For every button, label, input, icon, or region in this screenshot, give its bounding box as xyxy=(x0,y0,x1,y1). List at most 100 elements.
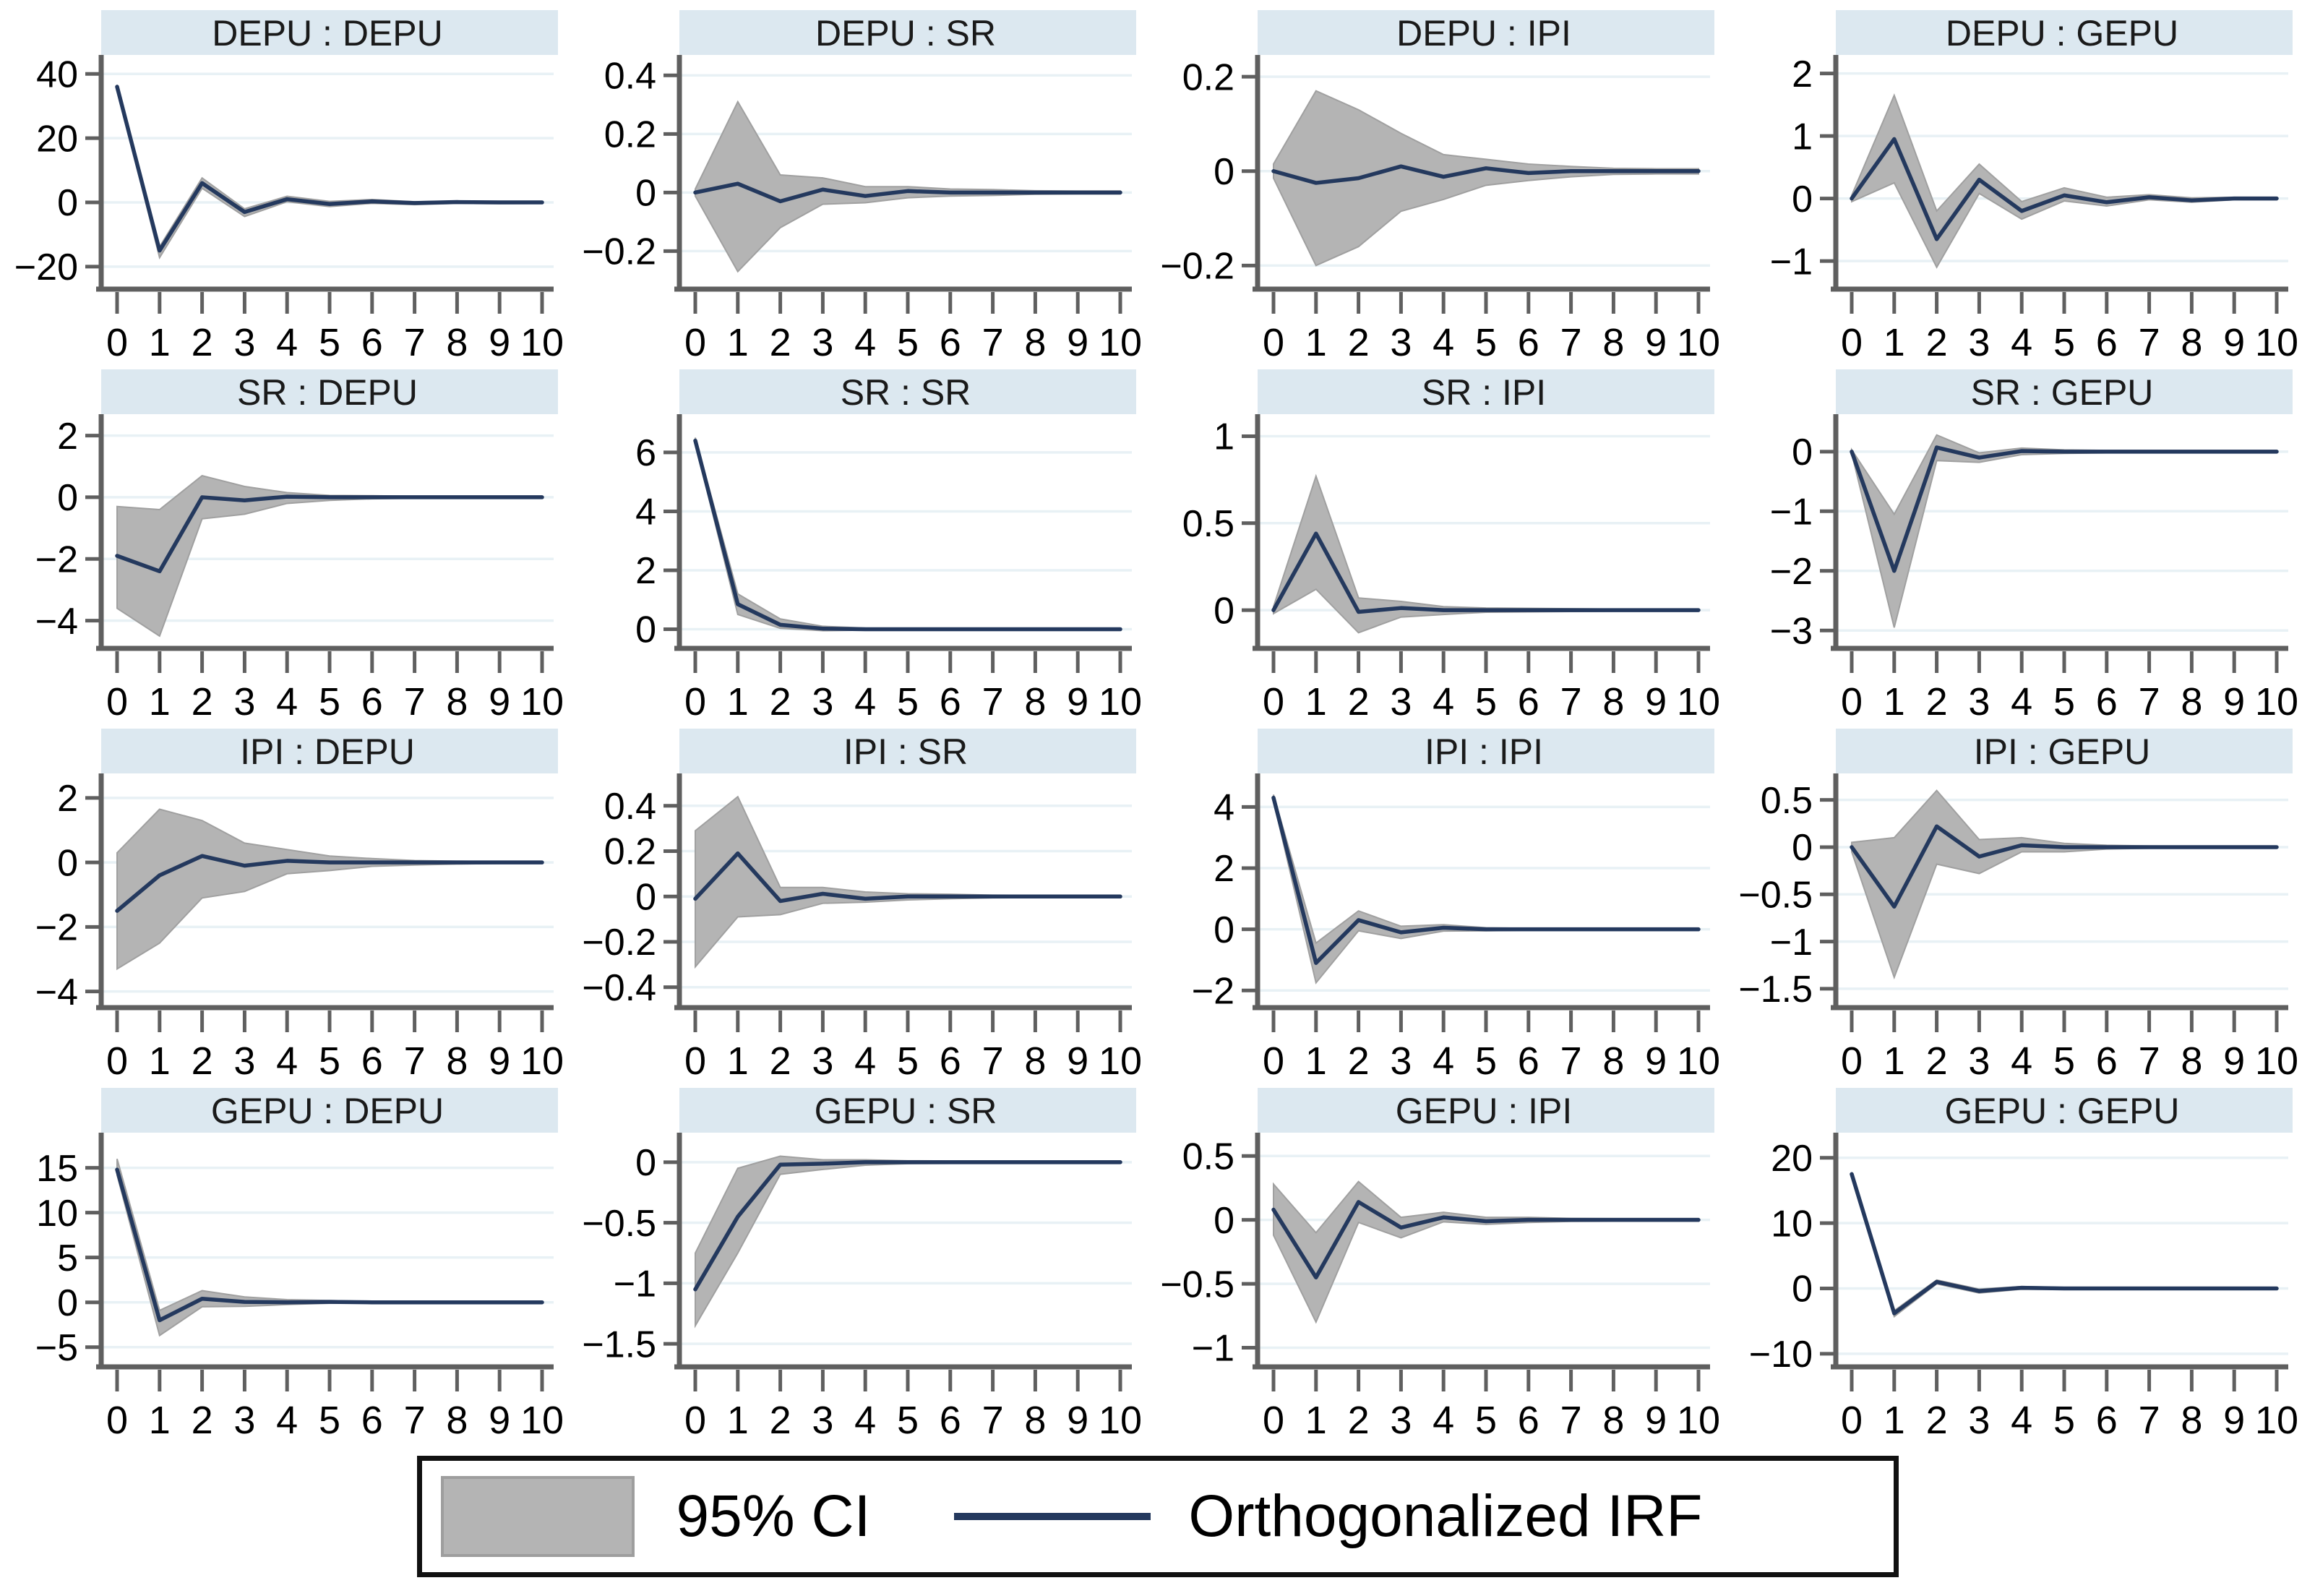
irf-legend-label: Orthogonalized IRF xyxy=(1188,1483,1703,1549)
svg-text:7: 7 xyxy=(1560,321,1582,359)
svg-text:−4: −4 xyxy=(35,601,78,643)
svg-text:3: 3 xyxy=(812,321,833,359)
svg-text:IPI : IPI: IPI : IPI xyxy=(1425,732,1543,772)
svg-text:7: 7 xyxy=(1560,1039,1582,1078)
svg-text:4: 4 xyxy=(2011,680,2032,718)
svg-text:7: 7 xyxy=(404,680,426,718)
svg-text:1: 1 xyxy=(727,1039,749,1078)
svg-text:−0.4: −0.4 xyxy=(582,967,656,1009)
svg-text:−5: −5 xyxy=(35,1327,78,1369)
svg-text:9: 9 xyxy=(2223,1039,2245,1078)
svg-text:2: 2 xyxy=(1926,1039,1948,1078)
svg-text:IPI : DEPU: IPI : DEPU xyxy=(240,732,415,772)
svg-text:1: 1 xyxy=(1305,1399,1327,1437)
svg-text:0: 0 xyxy=(106,321,128,359)
svg-text:6: 6 xyxy=(1518,1039,1539,1078)
svg-text:6: 6 xyxy=(361,680,383,718)
irf-line-sample xyxy=(954,1513,1151,1520)
svg-text:9: 9 xyxy=(2223,680,2245,718)
svg-text:8: 8 xyxy=(1602,321,1624,359)
irf-panel-ipi-depu: −4 −2 0 2 0 1 2 3 4 5 6 7 8 9 10 IPI : DEPU xyxy=(0,718,578,1078)
svg-text:−1: −1 xyxy=(1770,492,1813,533)
svg-text:1: 1 xyxy=(1884,321,1905,359)
svg-text:0.4: 0.4 xyxy=(604,786,656,828)
svg-text:2: 2 xyxy=(770,680,791,718)
svg-text:2: 2 xyxy=(192,1039,213,1078)
svg-text:3: 3 xyxy=(233,1039,255,1078)
svg-text:−1: −1 xyxy=(1192,1328,1234,1370)
svg-text:4: 4 xyxy=(276,680,298,718)
svg-text:3: 3 xyxy=(1390,1399,1412,1437)
svg-text:−20: −20 xyxy=(14,246,78,288)
svg-text:3: 3 xyxy=(1390,680,1412,718)
svg-text:2: 2 xyxy=(770,1399,791,1437)
svg-text:5: 5 xyxy=(319,1039,340,1078)
svg-text:5: 5 xyxy=(897,1039,919,1078)
svg-text:8: 8 xyxy=(1602,1399,1624,1437)
svg-text:6: 6 xyxy=(2096,680,2118,718)
svg-text:8: 8 xyxy=(2181,1399,2202,1437)
svg-text:2: 2 xyxy=(1348,680,1370,718)
svg-text:6: 6 xyxy=(1518,680,1539,718)
svg-text:7: 7 xyxy=(1560,1399,1582,1437)
svg-text:6: 6 xyxy=(2096,321,2118,359)
irf-panel-ipi-ipi: −2 0 2 4 0 1 2 3 4 5 6 7 8 9 10 IPI : IPI xyxy=(1156,718,1735,1078)
svg-text:1: 1 xyxy=(149,1399,171,1437)
svg-text:6: 6 xyxy=(361,321,383,359)
svg-text:8: 8 xyxy=(446,321,468,359)
irf-panel-gepu-depu: −5 0 5 10 15 0 1 2 3 4 5 6 7 8 9 10 GEPU : DEPU xyxy=(0,1078,578,1437)
svg-text:0: 0 xyxy=(1841,1039,1863,1078)
svg-text:1: 1 xyxy=(1884,1039,1905,1078)
svg-text:3: 3 xyxy=(1390,1039,1412,1078)
svg-text:−0.2: −0.2 xyxy=(582,231,656,273)
svg-text:1: 1 xyxy=(1214,416,1234,458)
svg-text:5: 5 xyxy=(897,1399,919,1437)
irf-panel-grid: −20 0 20 40 0 1 2 3 4 5 6 7 8 9 10 DEPU : DEPU −0.2 0 0.2… xyxy=(0,10,2298,1437)
svg-text:4: 4 xyxy=(854,1039,876,1078)
svg-text:9: 9 xyxy=(489,1039,510,1078)
svg-text:9: 9 xyxy=(2223,1399,2245,1437)
svg-text:0: 0 xyxy=(1263,1039,1284,1078)
svg-text:2: 2 xyxy=(1926,1399,1948,1437)
svg-text:0: 0 xyxy=(1263,321,1284,359)
svg-text:0: 0 xyxy=(57,477,78,519)
svg-text:4: 4 xyxy=(1214,787,1234,829)
svg-text:5: 5 xyxy=(319,680,340,718)
svg-text:0: 0 xyxy=(1214,1200,1234,1242)
svg-text:1: 1 xyxy=(1884,1399,1905,1437)
svg-text:10: 10 xyxy=(520,1399,564,1437)
svg-text:0: 0 xyxy=(635,876,656,918)
svg-text:7: 7 xyxy=(2139,1399,2160,1437)
svg-text:0: 0 xyxy=(684,1039,706,1078)
svg-text:0.5: 0.5 xyxy=(1761,780,1813,822)
svg-text:9: 9 xyxy=(489,321,510,359)
svg-text:7: 7 xyxy=(982,321,1004,359)
svg-text:0: 0 xyxy=(635,609,656,651)
svg-text:−1: −1 xyxy=(1770,922,1813,964)
svg-text:0: 0 xyxy=(106,1399,128,1437)
svg-text:0: 0 xyxy=(1841,1399,1863,1437)
svg-text:0: 0 xyxy=(57,1282,78,1324)
svg-text:9: 9 xyxy=(1645,1399,1667,1437)
svg-text:3: 3 xyxy=(233,321,255,359)
svg-text:10: 10 xyxy=(1677,1039,1720,1078)
ci-band-swatch xyxy=(440,1476,635,1557)
svg-text:10: 10 xyxy=(1099,1399,1142,1437)
svg-text:1: 1 xyxy=(727,680,749,718)
svg-text:9: 9 xyxy=(1067,321,1088,359)
svg-text:1: 1 xyxy=(149,680,171,718)
svg-text:8: 8 xyxy=(446,1039,468,1078)
svg-text:6: 6 xyxy=(1518,321,1539,359)
svg-text:GEPU : GEPU: GEPU : GEPU xyxy=(1944,1091,2179,1131)
ci-legend-label: 95% CI xyxy=(676,1483,871,1549)
svg-text:DEPU : GEPU: DEPU : GEPU xyxy=(1946,13,2178,53)
